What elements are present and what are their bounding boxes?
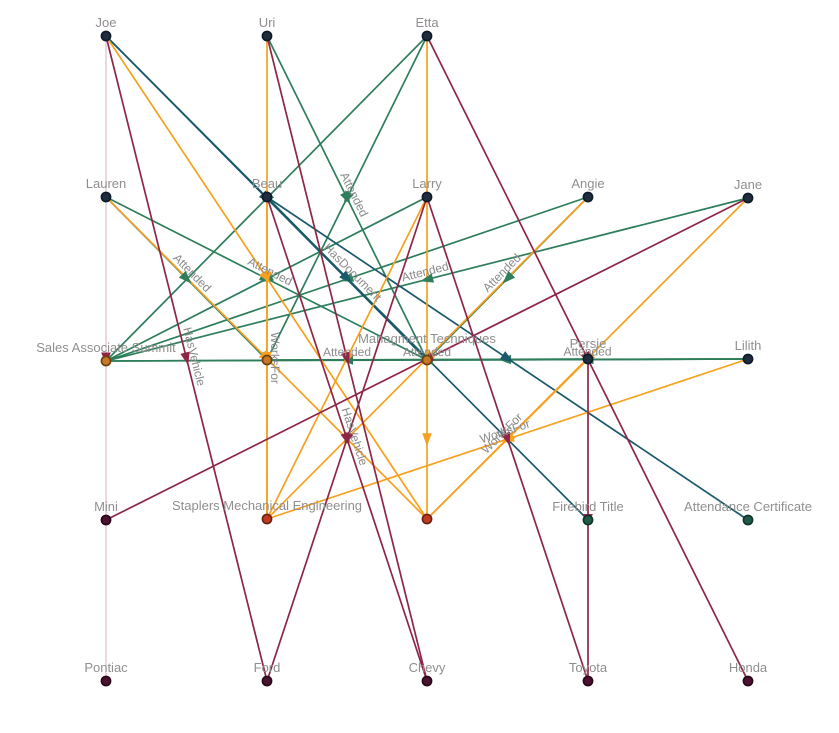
- node-label-attcert: Attendance Certificate: [684, 499, 812, 514]
- arrowhead-hasvehicle-icon: [180, 351, 190, 366]
- node-label-jane: Jane: [734, 177, 762, 192]
- node-jane[interactable]: [742, 192, 754, 204]
- edge-label-attended: Attended: [403, 345, 451, 359]
- node-chevy[interactable]: [421, 675, 433, 687]
- node-label-toyota: Toyota: [569, 660, 608, 675]
- node-label-pontiac: Pontiac: [84, 660, 128, 675]
- edge-label-attended: Attended: [563, 344, 611, 358]
- node-node_c[interactable]: [421, 513, 433, 525]
- node-label-firebird: Firebird Title: [552, 499, 624, 514]
- node-label-persie: Persie: [570, 336, 607, 351]
- node-mini[interactable]: [100, 514, 112, 526]
- edge-label-attended: Attended: [480, 251, 524, 295]
- node-mt[interactable]: [421, 354, 433, 366]
- node-sas[interactable]: [100, 355, 112, 367]
- node-label-chevy: Chevy: [409, 660, 446, 675]
- node-label-honda: Honda: [729, 660, 768, 675]
- node-persie[interactable]: [582, 353, 594, 365]
- arrowhead-attended-icon: [420, 273, 434, 283]
- node-attcert[interactable]: [742, 514, 754, 526]
- arrowhead-hasvehicle-icon: [501, 431, 511, 446]
- node-pontiac[interactable]: [100, 675, 112, 687]
- node-node_b[interactable]: [261, 354, 273, 366]
- node-label-larry: Larry: [412, 176, 442, 191]
- node-label-joe: Joe: [96, 15, 117, 30]
- node-firebird[interactable]: [582, 514, 594, 526]
- node-uri[interactable]: [261, 30, 273, 42]
- node-label-lauren: Lauren: [86, 176, 126, 191]
- node-label-uri: Uri: [259, 15, 276, 30]
- arrowhead-hasdocument-icon: [339, 270, 352, 283]
- node-toyota[interactable]: [582, 675, 594, 687]
- arrowhead-attended-icon: [502, 270, 516, 284]
- node-beau[interactable]: [261, 191, 273, 203]
- node-larry[interactable]: [421, 191, 433, 203]
- node-label-mt: Managment Techniques: [358, 331, 496, 346]
- edge-label-attended: Attended: [323, 345, 371, 359]
- node-label-lilith: Lilith: [735, 338, 762, 353]
- node-label-beau: Beau: [252, 176, 282, 191]
- node-label-mini: Mini: [94, 499, 118, 514]
- node-label-angie: Angie: [571, 176, 604, 191]
- arrowhead-hasvehicle-icon: [340, 351, 351, 366]
- arrowhead-attended-icon: [343, 190, 354, 205]
- arrowhead-worksfor-icon: [259, 269, 271, 284]
- arrowhead-hasvehicle-icon: [340, 431, 350, 446]
- node-staplers[interactable]: [261, 513, 273, 525]
- node-lilith[interactable]: [742, 353, 754, 365]
- node-lauren[interactable]: [100, 191, 112, 203]
- node-label-ford: Ford: [254, 660, 281, 675]
- arrowhead-attended-icon: [178, 270, 192, 284]
- node-joe[interactable]: [100, 30, 112, 42]
- node-honda[interactable]: [742, 675, 754, 687]
- node-label-sas: Sales Associate Summit: [36, 340, 176, 355]
- node-angie[interactable]: [582, 191, 594, 203]
- node-label-etta: Etta: [415, 15, 439, 30]
- arrowhead-worksfor-icon: [422, 433, 432, 447]
- node-etta[interactable]: [421, 30, 433, 42]
- node-label-staplers: Staplers Mechanical Engineering: [172, 498, 362, 513]
- edge-label-worksfor: WorksFor: [268, 332, 282, 384]
- node-ford[interactable]: [261, 675, 273, 687]
- arrowhead-hasdocument-icon: [499, 351, 514, 363]
